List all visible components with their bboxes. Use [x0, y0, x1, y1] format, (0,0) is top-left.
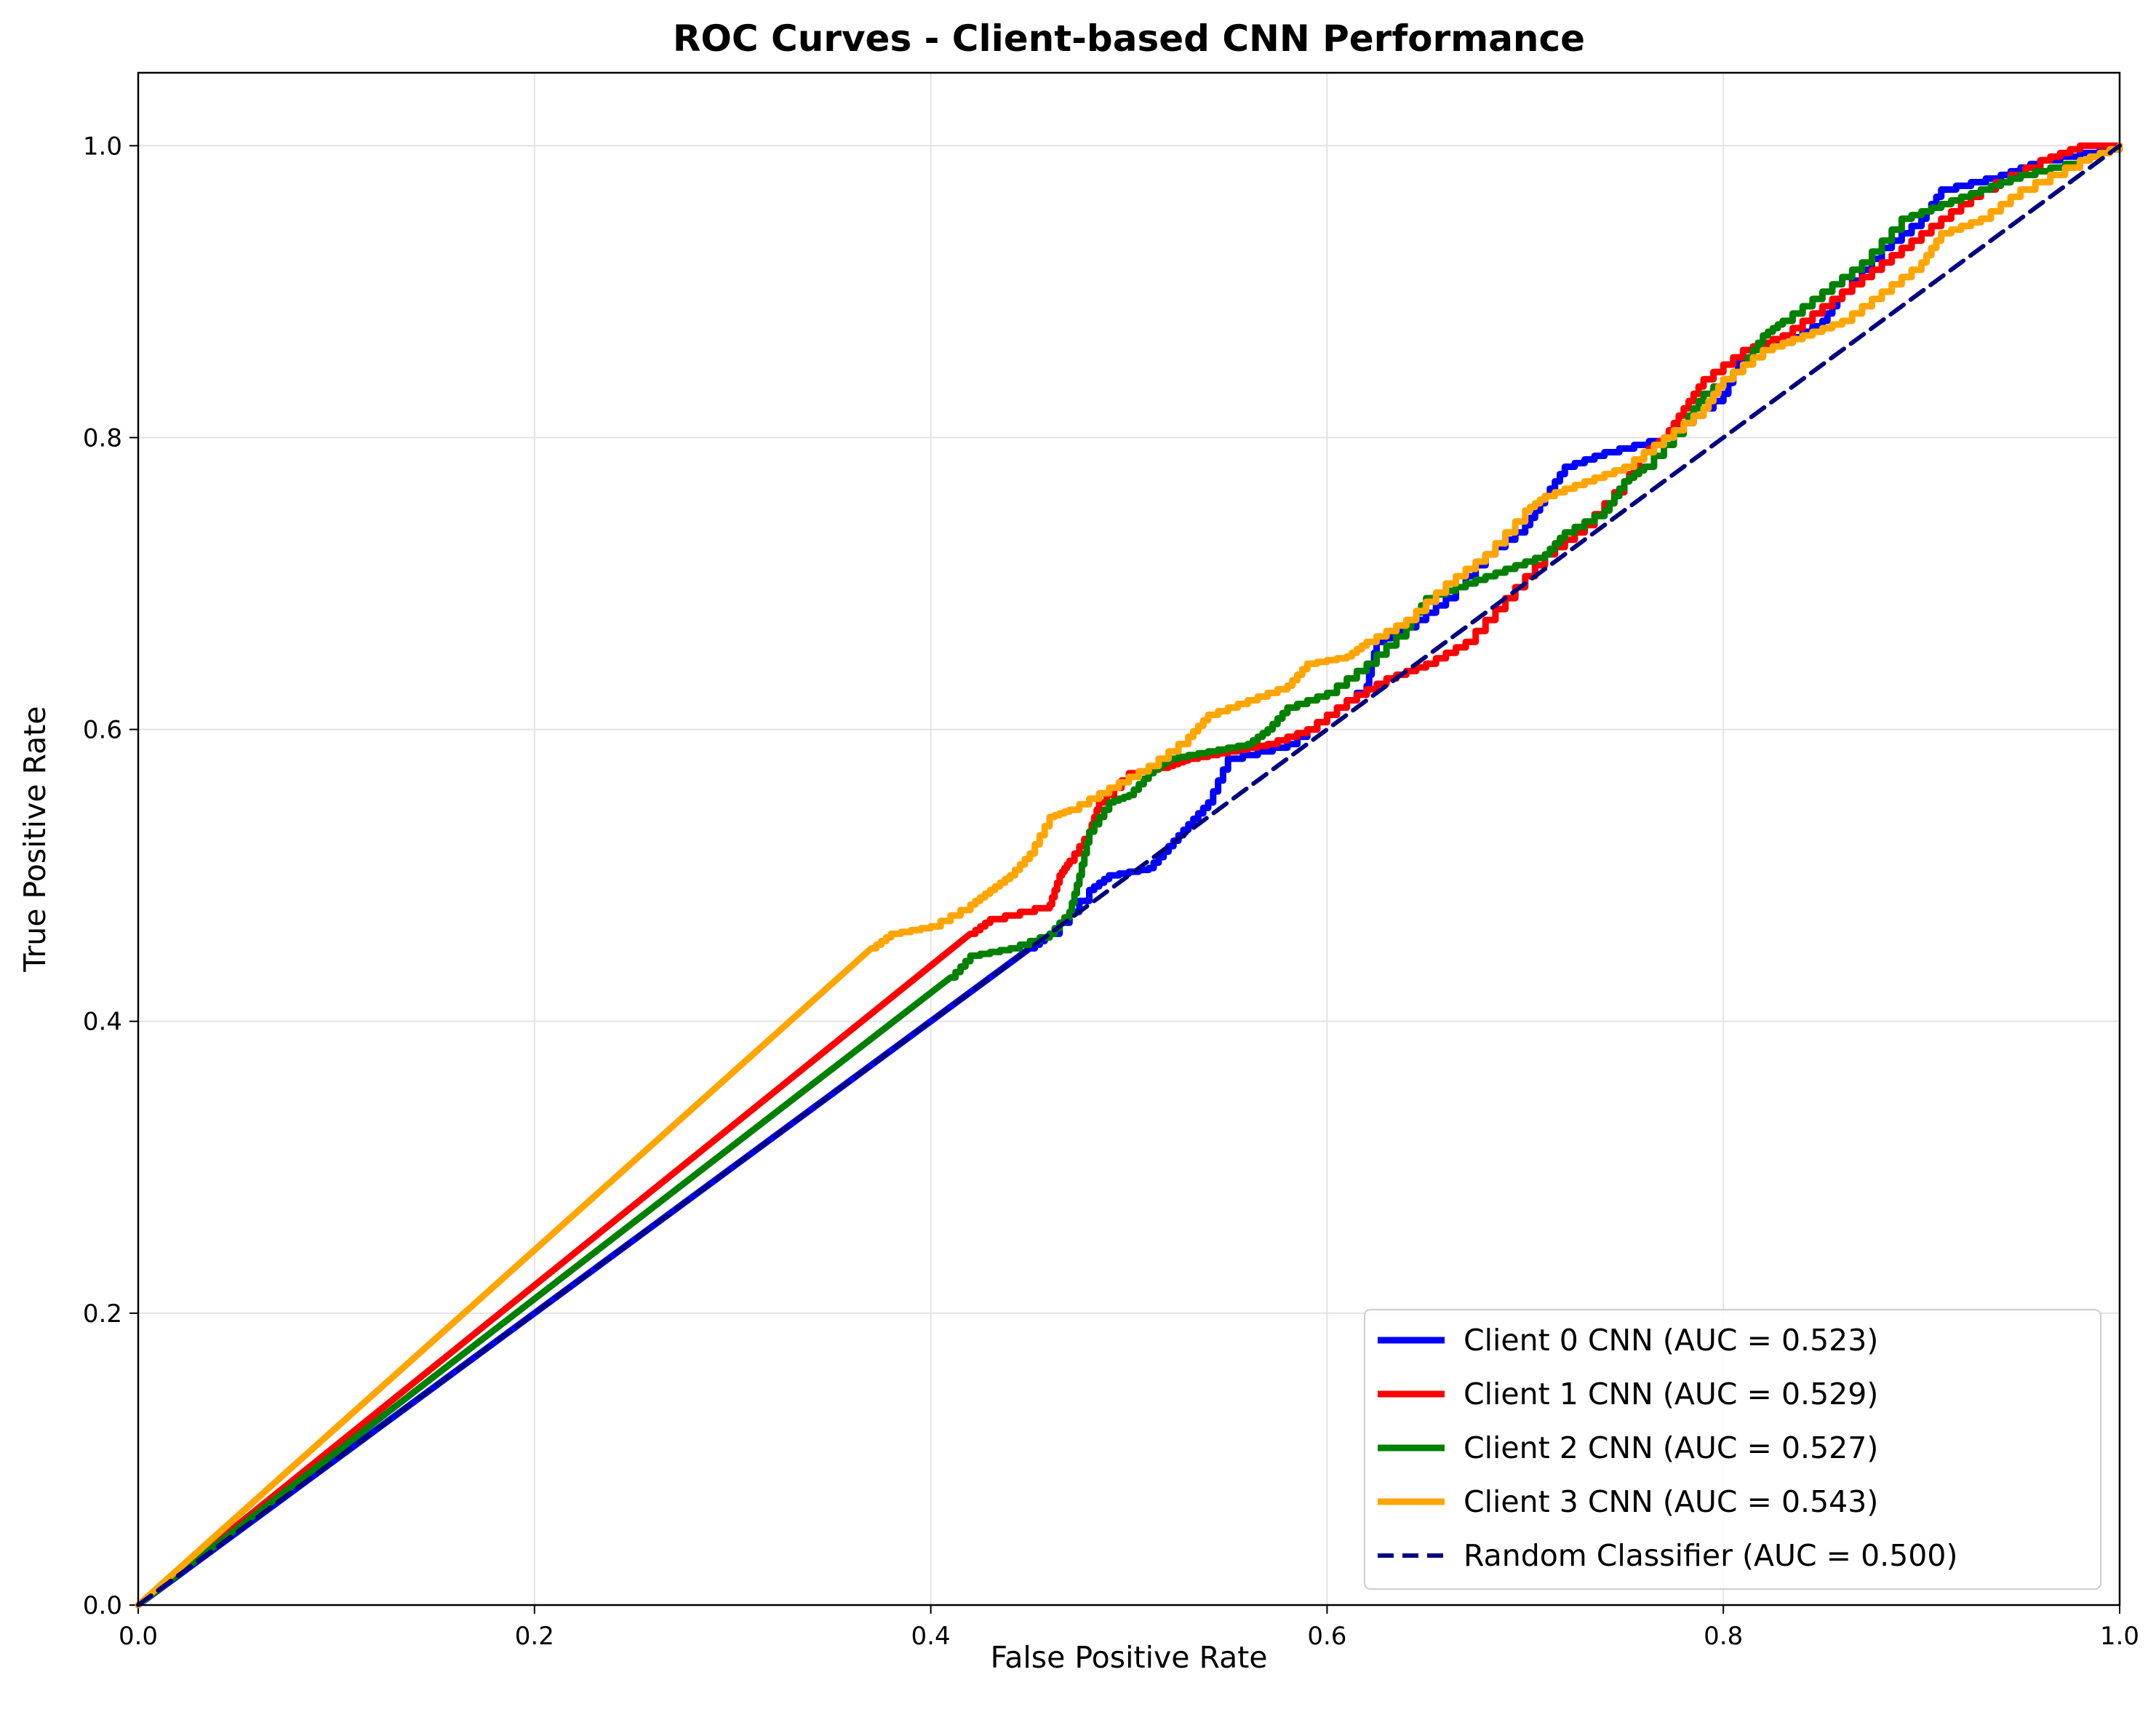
series-line-2	[135, 142, 2123, 1609]
series-line-3	[135, 142, 2123, 1609]
legend-label-3: Client 3 CNN (AUC = 0.543)	[1464, 1484, 1878, 1519]
y-tick-label: 0.2	[83, 1299, 122, 1329]
y-tick-label: 0.8	[83, 423, 122, 453]
series-lines	[135, 142, 2123, 1609]
y-tick-label: 0.6	[83, 716, 122, 745]
y-tick-label: 1.0	[83, 132, 122, 161]
legend-label-4: Random Classifier (AUC = 0.500)	[1464, 1538, 1957, 1573]
x-tick-label: 1.0	[2100, 1622, 2139, 1651]
x-tick-label: 0.6	[1307, 1622, 1346, 1651]
x-tick-label: 0.0	[119, 1622, 158, 1651]
x-tick-label: 0.2	[515, 1622, 554, 1651]
legend: Client 0 CNN (AUC = 0.523) Client 1 CNN (…	[1364, 1309, 2101, 1590]
y-tick-label: 0.0	[83, 1591, 122, 1620]
legend-box	[1364, 1309, 2101, 1590]
y-axis-label: True Positive Rate	[17, 706, 52, 972]
legend-label-0: Client 0 CNN (AUC = 0.523)	[1464, 1323, 1878, 1358]
legend-label-2: Client 2 CNN (AUC = 0.527)	[1464, 1430, 1878, 1465]
legend-label-1: Client 1 CNN (AUC = 0.529)	[1464, 1377, 1878, 1412]
chart-title: ROC Curves - Client-based CNN Performanc…	[673, 17, 1585, 60]
x-tick-label: 0.4	[911, 1622, 951, 1651]
x-axis-label: False Positive Rate	[990, 1640, 1267, 1675]
series-line-1	[135, 142, 2123, 1609]
series-line-4	[136, 143, 2122, 1607]
y-tick-label: 0.4	[83, 1008, 122, 1037]
plot-frame	[137, 71, 2121, 1606]
x-tick-label: 0.8	[1704, 1622, 1743, 1651]
axis-ticks: 0.0 0.2 0.4 0.6 0.8 1.0 0.0 0.2 0.4 0.6 0.8 1.0	[83, 132, 2139, 1651]
